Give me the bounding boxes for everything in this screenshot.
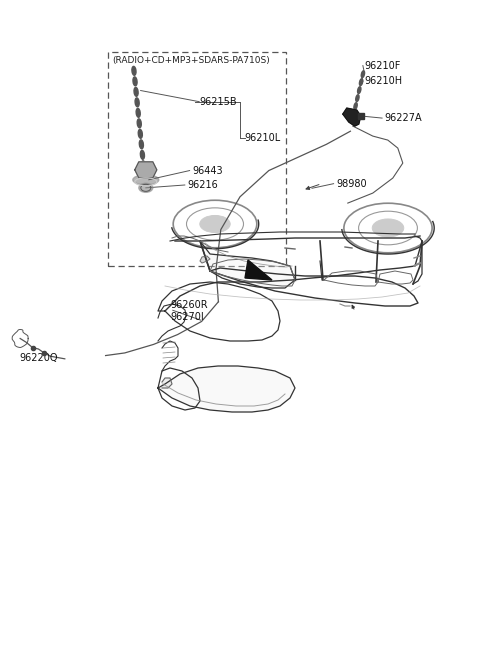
Ellipse shape <box>361 71 365 77</box>
Ellipse shape <box>139 183 153 192</box>
Polygon shape <box>200 241 295 288</box>
Ellipse shape <box>133 175 159 185</box>
Ellipse shape <box>135 98 139 107</box>
Polygon shape <box>135 162 157 178</box>
Text: 98980: 98980 <box>336 178 367 189</box>
Text: 96210L: 96210L <box>245 133 281 143</box>
Ellipse shape <box>139 140 144 149</box>
Ellipse shape <box>132 66 136 75</box>
Ellipse shape <box>137 119 141 128</box>
Ellipse shape <box>136 108 140 117</box>
Ellipse shape <box>142 161 145 170</box>
Ellipse shape <box>134 87 138 96</box>
Ellipse shape <box>200 215 230 232</box>
Text: (RADIO+CD+MP3+SDARS-PA710S): (RADIO+CD+MP3+SDARS-PA710S) <box>112 56 270 66</box>
Ellipse shape <box>140 150 144 159</box>
Text: 96443: 96443 <box>192 165 223 176</box>
Polygon shape <box>162 378 172 388</box>
Ellipse shape <box>133 77 137 86</box>
Ellipse shape <box>356 94 359 102</box>
Text: 96260R: 96260R <box>170 300 208 310</box>
Ellipse shape <box>138 129 143 138</box>
Ellipse shape <box>352 111 355 117</box>
Text: 96270I: 96270I <box>170 312 204 322</box>
Text: 96215B: 96215B <box>199 96 237 107</box>
Ellipse shape <box>372 219 404 237</box>
Text: 96210H: 96210H <box>365 76 403 87</box>
Polygon shape <box>158 366 295 412</box>
Ellipse shape <box>358 87 361 94</box>
Ellipse shape <box>360 79 363 85</box>
Ellipse shape <box>354 103 357 110</box>
Text: 96210F: 96210F <box>365 60 401 71</box>
Text: 96216: 96216 <box>187 180 218 190</box>
Polygon shape <box>200 256 210 263</box>
Polygon shape <box>245 260 272 280</box>
Polygon shape <box>343 108 361 126</box>
Bar <box>108 52 286 266</box>
Text: 96220Q: 96220Q <box>19 352 58 363</box>
Text: 96227A: 96227A <box>384 113 421 123</box>
